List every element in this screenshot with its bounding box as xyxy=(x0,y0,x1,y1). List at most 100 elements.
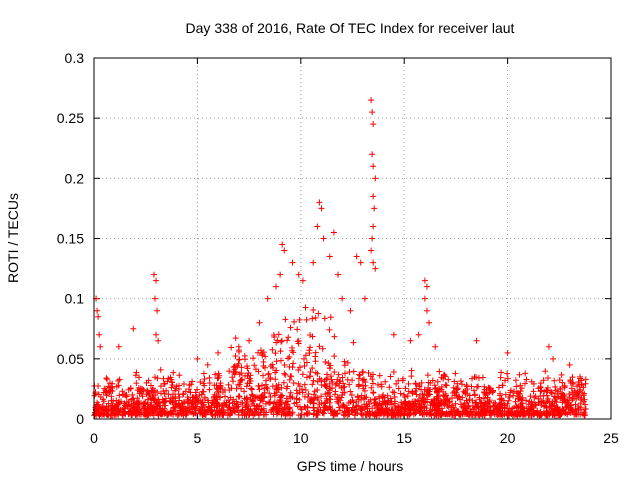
data-point xyxy=(457,378,464,385)
data-point xyxy=(415,331,422,338)
data-point xyxy=(265,370,272,377)
data-point xyxy=(150,271,157,278)
data-point xyxy=(303,316,310,323)
data-point xyxy=(244,408,251,415)
data-point xyxy=(304,404,311,411)
data-point xyxy=(521,411,528,418)
x-tick-label: 5 xyxy=(194,430,202,446)
data-point xyxy=(105,407,112,414)
data-point xyxy=(104,389,111,396)
data-point xyxy=(415,397,422,404)
data-point xyxy=(338,384,345,391)
data-point xyxy=(129,408,136,415)
data-point xyxy=(205,407,212,414)
data-point xyxy=(283,395,290,402)
data-point xyxy=(466,396,473,403)
data-point xyxy=(566,394,573,401)
data-point xyxy=(290,380,297,387)
data-point xyxy=(360,368,367,375)
data-point xyxy=(552,387,559,394)
data-point xyxy=(269,346,276,353)
data-point xyxy=(255,383,262,390)
data-point xyxy=(310,259,317,266)
data-point xyxy=(471,387,478,394)
data-point xyxy=(250,355,257,362)
data-point xyxy=(294,390,301,397)
data-point xyxy=(212,371,219,378)
data-point xyxy=(278,338,285,345)
data-point xyxy=(302,387,309,394)
data-point xyxy=(495,384,502,391)
data-point xyxy=(453,406,460,413)
data-point xyxy=(244,380,251,387)
data-point xyxy=(412,380,419,387)
data-point xyxy=(362,394,369,401)
data-point xyxy=(480,395,487,402)
data-point xyxy=(423,307,430,314)
data-point xyxy=(514,404,521,411)
data-point xyxy=(276,396,283,403)
data-point xyxy=(543,388,550,395)
data-point xyxy=(113,411,120,418)
data-point xyxy=(331,353,338,360)
data-point xyxy=(189,378,196,385)
data-point xyxy=(165,391,172,398)
data-point xyxy=(423,283,430,290)
data-point xyxy=(326,395,333,402)
data-point xyxy=(530,411,537,418)
data-point xyxy=(141,399,148,406)
plot-frame xyxy=(93,57,612,420)
data-point xyxy=(230,378,237,385)
data-point xyxy=(132,372,139,379)
data-point xyxy=(303,374,310,381)
data-point xyxy=(339,389,346,396)
data-point xyxy=(196,392,203,399)
data-point xyxy=(357,372,364,379)
data-point xyxy=(581,396,588,403)
data-point xyxy=(228,344,235,351)
data-point xyxy=(200,411,207,418)
data-point xyxy=(543,399,550,406)
data-point xyxy=(518,385,525,392)
data-point xyxy=(471,391,478,398)
data-point xyxy=(249,397,256,404)
data-point xyxy=(386,384,393,391)
data-point xyxy=(551,412,558,419)
data-point xyxy=(431,400,438,407)
y-axis-label: ROTI / TECUs xyxy=(5,193,21,283)
data-point xyxy=(301,355,308,362)
data-point xyxy=(400,411,407,418)
data-point xyxy=(528,378,535,385)
data-point xyxy=(160,408,167,415)
data-point xyxy=(491,402,498,409)
data-point xyxy=(160,375,167,382)
data-point xyxy=(190,403,197,410)
data-point xyxy=(175,411,182,418)
data-point xyxy=(334,398,341,405)
data-point xyxy=(92,389,99,396)
data-point xyxy=(194,399,201,406)
data-point xyxy=(260,363,267,370)
data-point xyxy=(370,223,377,230)
data-point xyxy=(538,411,545,418)
data-point xyxy=(368,97,375,104)
data-point xyxy=(116,399,123,406)
data-point xyxy=(502,391,509,398)
data-point xyxy=(341,409,348,416)
data-point xyxy=(499,382,506,389)
data-point xyxy=(209,399,216,406)
data-point xyxy=(347,388,354,395)
data-point xyxy=(314,378,321,385)
data-point xyxy=(378,381,385,388)
data-point xyxy=(180,390,187,397)
data-point xyxy=(421,391,428,398)
y-tick-label: 0.2 xyxy=(65,170,85,186)
data-point xyxy=(163,397,170,404)
data-point xyxy=(192,409,199,416)
data-point xyxy=(133,380,140,387)
data-point xyxy=(153,399,160,406)
data-point xyxy=(229,400,236,407)
data-point xyxy=(270,405,277,412)
data-point xyxy=(542,402,549,409)
data-point xyxy=(544,374,551,381)
